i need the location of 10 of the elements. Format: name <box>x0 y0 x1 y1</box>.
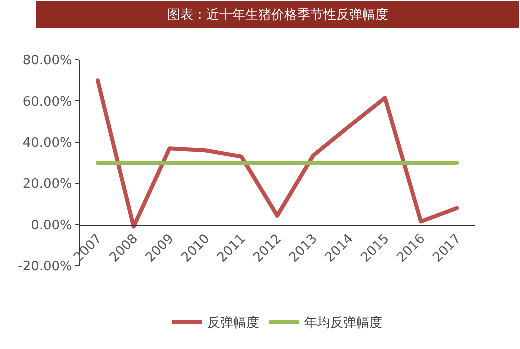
y-tick-label: -20.00% <box>18 260 72 275</box>
y-tick-label: 40.00% <box>22 136 72 151</box>
chart-title: 图表：近十年生猪价格季节性反弹幅度 <box>168 7 388 23</box>
y-tick-label: 0.00% <box>31 218 72 234</box>
legend-label: 年均反弹幅度 <box>304 315 382 332</box>
legend-label: 反弹幅度 <box>208 315 260 332</box>
y-tick-label: 80.00% <box>22 54 72 69</box>
line-series <box>96 78 460 229</box>
y-tick-label: 60.00% <box>22 94 72 110</box>
y-tick-label: 20.00% <box>22 177 72 192</box>
